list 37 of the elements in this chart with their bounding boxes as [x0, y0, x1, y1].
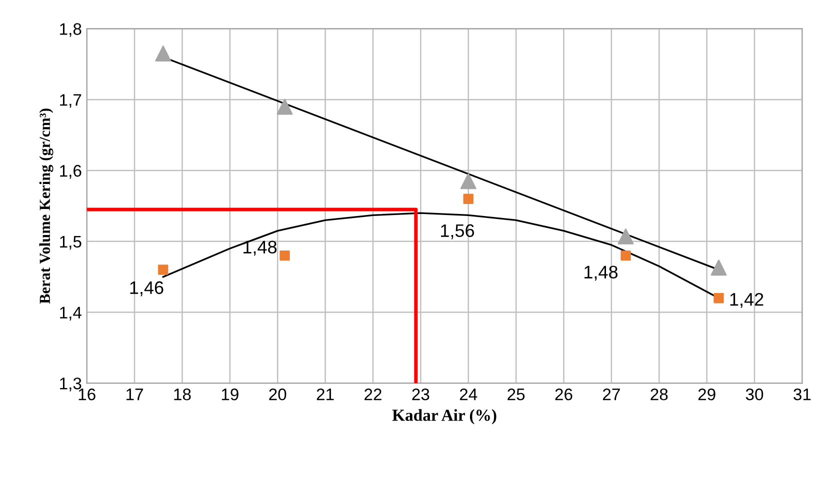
- x-tick-label: 30: [746, 388, 764, 400]
- x-tick-label: 27: [603, 388, 620, 400]
- y-tick-label: 1,5: [60, 236, 82, 250]
- x-tick-label: 31: [794, 388, 811, 400]
- data-label: 1,42: [730, 292, 764, 308]
- x-tick-label: 21: [316, 388, 334, 400]
- point: [155, 46, 172, 62]
- x-tick-label: 26: [555, 388, 572, 400]
- point: [710, 260, 727, 276]
- data-label: 1,56: [441, 224, 474, 240]
- point: [620, 250, 631, 261]
- x-tick-label: 28: [650, 388, 668, 400]
- data-label: 1,48: [584, 266, 618, 281]
- x-tick-label: 17: [126, 388, 143, 400]
- x-tick-label: 25: [508, 388, 525, 400]
- x-tick-label: 18: [174, 388, 191, 400]
- x-tick-label: 29: [698, 388, 716, 400]
- y-tick-label: 1,4: [60, 306, 82, 320]
- point: [460, 173, 476, 190]
- point: [280, 250, 290, 261]
- point: [714, 293, 724, 304]
- y-tick-label: 1,8: [60, 23, 82, 37]
- x-tick-label: 20: [269, 388, 286, 400]
- y-axis-title: Berat Volume Kering (gr/cm³): [39, 108, 54, 304]
- point: [463, 194, 474, 204]
- point: [158, 264, 168, 275]
- data-label: 1,46: [130, 281, 164, 296]
- x-tick-label: 23: [412, 388, 430, 400]
- point: [276, 98, 293, 115]
- x-tick-label: 22: [364, 388, 382, 400]
- x-tick-label: 24: [460, 388, 478, 400]
- y-tick-label: 1,7: [60, 94, 82, 108]
- y-tick-label: 1,6: [60, 164, 82, 179]
- data-label: 1,48: [244, 240, 277, 256]
- point: [618, 228, 634, 244]
- x-axis-title: Kadar Air (%): [392, 409, 496, 424]
- x-tick-label: 19: [222, 388, 238, 400]
